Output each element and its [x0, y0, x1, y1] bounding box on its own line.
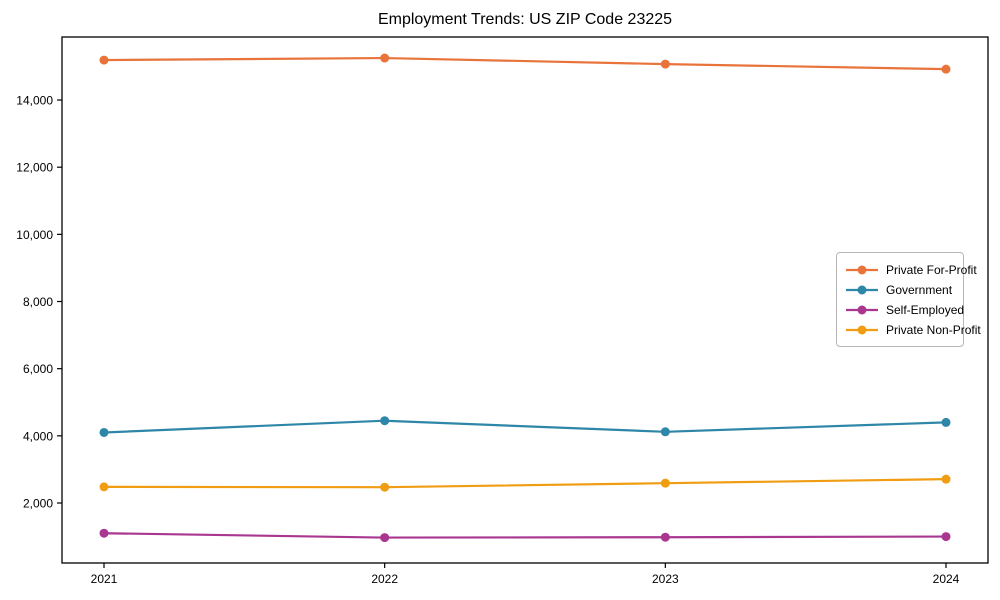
- x-tick-label: 2024: [933, 572, 960, 586]
- legend-line-marker-icon: [846, 325, 878, 335]
- data-point: [380, 533, 390, 543]
- legend-item: Self-Employed: [845, 300, 964, 320]
- series-line: [102, 532, 948, 539]
- data-point: [380, 416, 390, 426]
- legend-label: Self-Employed: [886, 303, 965, 317]
- legend-line-marker-icon: [846, 285, 878, 295]
- data-point: [380, 53, 390, 63]
- data-point: [941, 417, 951, 427]
- data-point: [380, 482, 390, 492]
- legend-line-marker-icon: [846, 265, 878, 275]
- x-tick-label: 2022: [371, 572, 398, 586]
- data-point: [660, 478, 670, 488]
- x-tick-label: 2023: [652, 572, 679, 586]
- y-tick-label: 6,000: [23, 362, 53, 376]
- y-tick-label: 8,000: [23, 295, 53, 309]
- series-line: [102, 478, 948, 489]
- y-tick-label: 2,000: [23, 496, 53, 510]
- data-point: [941, 474, 951, 484]
- y-tick-label: 10,000: [16, 228, 53, 242]
- legend-item: Government: [845, 280, 955, 300]
- data-point: [660, 59, 670, 69]
- legend-item: Private For-Profit: [845, 260, 977, 280]
- legend-line-marker-icon: [846, 305, 878, 315]
- y-tick-label: 12,000: [16, 161, 53, 175]
- data-point: [660, 532, 670, 542]
- x-tick-label: 2021: [91, 572, 118, 586]
- legend-label: Private For-Profit: [886, 263, 977, 277]
- data-point: [941, 64, 951, 74]
- data-point: [99, 482, 109, 492]
- legend-label: Private Non-Profit: [886, 323, 981, 337]
- data-point: [99, 55, 109, 65]
- y-tick-label: 4,000: [23, 429, 53, 443]
- data-point: [99, 528, 109, 538]
- series-line: [102, 419, 948, 434]
- data-point: [99, 427, 109, 437]
- legend-item: Private Non-Profit: [845, 320, 981, 340]
- chart-title: Employment Trends: US ZIP Code 23225: [377, 11, 673, 28]
- plot-frame: [61, 36, 989, 564]
- series-line: [102, 56, 948, 71]
- legend: Private For-Profit Government Self-Employe…: [836, 252, 981, 347]
- legend-label: Government: [886, 283, 953, 297]
- data-point: [660, 427, 670, 437]
- data-point: [941, 532, 951, 542]
- y-tick-label: 14,000: [16, 94, 53, 108]
